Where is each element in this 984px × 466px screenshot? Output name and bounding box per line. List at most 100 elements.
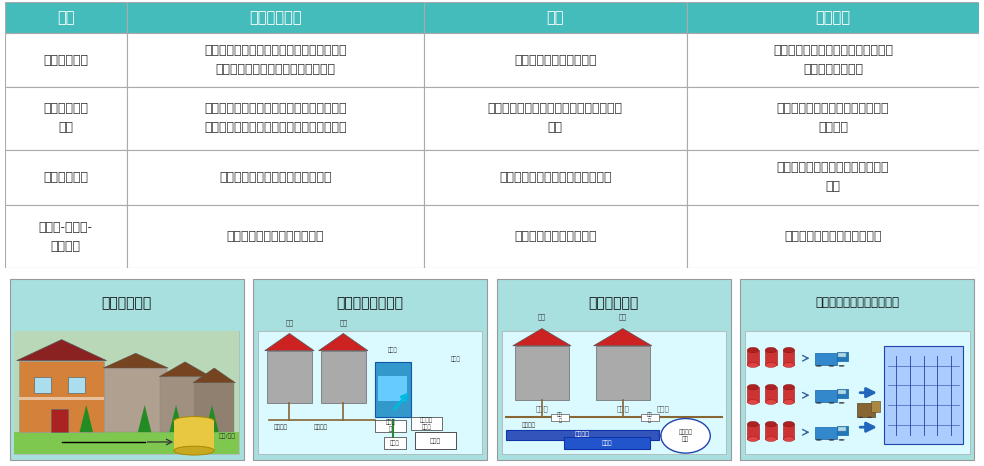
Text: 适用场景: 适用场景 <box>816 10 850 25</box>
Ellipse shape <box>766 421 776 427</box>
Bar <box>766 350 776 365</box>
Bar <box>19 397 104 400</box>
Bar <box>506 430 658 439</box>
Ellipse shape <box>174 417 215 425</box>
Bar <box>104 368 167 432</box>
Bar <box>836 426 848 435</box>
Circle shape <box>829 365 834 366</box>
Text: 基于活性污泥法、生物膜法、生态处理法的
污水处理站、大中型一体化污水处理设备等: 基于活性污泥法、生物膜法、生态处理法的 污水处理站、大中型一体化污水处理设备等 <box>204 103 346 134</box>
Ellipse shape <box>766 363 776 368</box>
Text: 提升泵
站: 提升泵 站 <box>386 420 396 432</box>
Circle shape <box>839 439 844 440</box>
Bar <box>127 150 424 206</box>
Text: 污水干管: 污水干管 <box>575 432 589 438</box>
Bar <box>766 424 776 439</box>
Bar <box>378 376 407 401</box>
Bar <box>321 351 366 403</box>
Bar <box>424 2 687 33</box>
Ellipse shape <box>661 418 710 453</box>
Text: 处理水量小、地形复杂、居住分散、
不宜铺设排水管网: 处理水量小、地形复杂、居住分散、 不宜铺设排水管网 <box>773 44 892 76</box>
Circle shape <box>829 439 834 440</box>
Text: 检查
井: 检查 井 <box>557 412 563 423</box>
Text: 市政污水
管网: 市政污水 管网 <box>679 430 693 442</box>
Text: 集污池: 集污池 <box>602 440 612 446</box>
Text: 农户: 农户 <box>285 319 293 326</box>
Bar <box>375 420 406 432</box>
Text: 户收集、村运输、定点处理: 户收集、村运输、定点处理 <box>816 296 899 309</box>
Bar <box>258 331 482 454</box>
Bar <box>815 390 836 402</box>
Text: 农户: 农户 <box>619 313 627 320</box>
Bar <box>815 353 836 365</box>
Text: 农户: 农户 <box>538 313 546 320</box>
Bar <box>34 377 51 393</box>
Bar <box>551 414 569 421</box>
Bar <box>783 387 794 402</box>
Polygon shape <box>206 405 218 432</box>
Ellipse shape <box>747 384 759 390</box>
Bar <box>424 206 687 268</box>
Bar <box>127 33 424 87</box>
Text: 鼓风机: 鼓风机 <box>390 440 400 446</box>
Text: 村镇污水
处理站: 村镇污水 处理站 <box>420 417 433 430</box>
Bar <box>836 352 848 361</box>
Polygon shape <box>169 405 183 432</box>
Text: 常用处理方法: 常用处理方法 <box>249 10 301 25</box>
Text: 污水支管: 污水支管 <box>522 422 535 428</box>
Bar <box>424 150 687 206</box>
Bar <box>502 331 726 454</box>
Bar <box>838 426 845 431</box>
Ellipse shape <box>747 421 759 427</box>
Ellipse shape <box>783 399 794 404</box>
Bar <box>596 346 649 400</box>
Bar <box>424 33 687 87</box>
Ellipse shape <box>783 437 794 441</box>
Bar <box>740 279 974 460</box>
Ellipse shape <box>747 363 759 368</box>
Text: 纳入城镇管网: 纳入城镇管网 <box>43 171 89 184</box>
Bar <box>410 418 442 430</box>
Text: 节省管网投资、机动灵活: 节省管网投资、机动灵活 <box>514 230 596 243</box>
Bar <box>415 432 456 449</box>
Bar <box>838 353 845 357</box>
Text: 污水干管: 污水干管 <box>314 425 328 430</box>
Text: 控制房: 控制房 <box>430 438 441 444</box>
Text: 农户: 农户 <box>339 319 347 326</box>
Text: 人人人: 人人人 <box>656 405 669 411</box>
Circle shape <box>839 402 844 404</box>
Polygon shape <box>138 405 152 432</box>
Bar <box>5 33 127 87</box>
Circle shape <box>816 402 822 404</box>
Text: 节省建设投资、不用考虑后续运维: 节省建设投资、不用考虑后续运维 <box>499 171 612 184</box>
Bar <box>5 206 127 268</box>
Text: 村镇污水管网与市政污水管网衔接: 村镇污水管网与市政污水管网衔接 <box>219 171 332 184</box>
Text: 村庄集中污水处理: 村庄集中污水处理 <box>337 296 403 310</box>
Circle shape <box>858 417 863 418</box>
Ellipse shape <box>783 384 794 390</box>
Bar <box>857 403 875 418</box>
Text: 人人人: 人人人 <box>535 405 548 411</box>
Bar <box>160 377 210 432</box>
Bar <box>424 87 687 150</box>
Text: 节省管网投资、布置灵活: 节省管网投资、布置灵活 <box>514 54 596 67</box>
Text: 处理效率高、出水水质好，便于统一运维
管理: 处理效率高、出水水质好，便于统一运维 管理 <box>488 103 623 134</box>
Bar <box>687 33 979 87</box>
Bar <box>267 351 312 403</box>
Polygon shape <box>159 362 211 377</box>
Polygon shape <box>17 340 106 361</box>
Circle shape <box>816 365 822 366</box>
Bar <box>127 87 424 150</box>
Polygon shape <box>103 353 168 368</box>
Bar <box>687 87 979 150</box>
Bar <box>885 346 962 445</box>
Ellipse shape <box>766 437 776 441</box>
Bar <box>687 206 979 268</box>
Text: 户收集-村运输-
定点处理: 户收集-村运输- 定点处理 <box>38 220 92 253</box>
Text: 检查
井: 检查 井 <box>646 412 652 423</box>
Circle shape <box>829 402 834 404</box>
Bar <box>747 350 759 365</box>
Polygon shape <box>513 329 571 346</box>
Bar <box>766 387 776 402</box>
Ellipse shape <box>174 446 215 455</box>
Ellipse shape <box>783 363 794 368</box>
